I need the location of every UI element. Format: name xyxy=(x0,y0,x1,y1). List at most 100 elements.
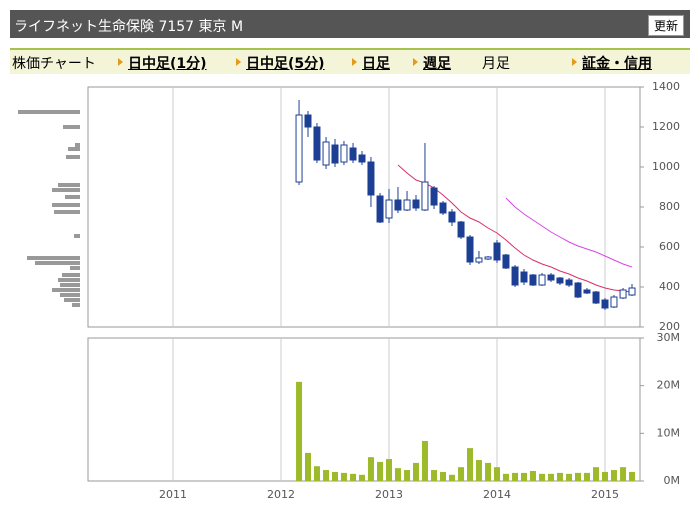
tab[interactable]: 日中足(5分) xyxy=(236,53,325,73)
volume-bar xyxy=(431,470,438,481)
candle-body xyxy=(493,242,501,261)
volume-bar xyxy=(323,470,330,481)
volume-bar xyxy=(610,470,617,481)
candle-body xyxy=(628,287,636,296)
volume-bar xyxy=(440,471,447,481)
refresh-button[interactable]: 更新 xyxy=(647,15,684,36)
tab[interactable]: 週足 xyxy=(413,53,451,73)
tab-current: 月足 xyxy=(482,56,510,72)
candle-body xyxy=(565,279,573,286)
tab[interactable]: 証金・信用 xyxy=(572,53,652,73)
y-tick-label: 400 xyxy=(659,280,680,293)
plot-frame xyxy=(87,337,641,482)
volume-bar xyxy=(475,460,482,481)
volume-bar xyxy=(386,459,393,481)
volume-bar xyxy=(367,457,374,481)
volume-bar xyxy=(548,473,555,481)
volume-by-price-bar xyxy=(72,303,80,307)
x-tick-label: 2011 xyxy=(159,488,187,501)
volume-bar xyxy=(467,448,474,481)
volume-bar xyxy=(394,468,401,481)
volume-by-price-bar xyxy=(66,155,80,159)
volume-by-price-bar xyxy=(68,147,80,151)
candle-body xyxy=(601,299,609,309)
y-tick-label: 20M xyxy=(657,379,681,392)
candle-body xyxy=(466,236,474,263)
candle-body xyxy=(385,199,393,219)
volume-bar xyxy=(512,472,519,481)
volume-bar xyxy=(448,474,455,481)
x-tick-label: 2012 xyxy=(267,488,295,501)
candle-body xyxy=(448,211,456,223)
tab-label: 株価チャート xyxy=(12,56,96,72)
plot-frame xyxy=(87,86,641,328)
volume-bar xyxy=(602,471,609,481)
volume-bar xyxy=(359,474,366,481)
volume-by-price-bar xyxy=(60,293,80,297)
candle-body xyxy=(376,195,384,223)
header-title: ライフネット生命保険 7157 東京 M xyxy=(14,19,244,35)
volume-bar xyxy=(593,467,600,481)
volume-by-price-bar xyxy=(54,210,80,214)
moving-average-line xyxy=(505,197,633,268)
candle-body xyxy=(475,257,483,263)
volume-bar xyxy=(485,462,492,481)
volume-bar xyxy=(377,461,384,481)
candle-body xyxy=(583,289,591,294)
x-tick-label: 2013 xyxy=(375,488,403,501)
candle-body xyxy=(547,274,555,281)
candle-body xyxy=(484,256,492,260)
candle-body xyxy=(340,144,348,163)
candle-body xyxy=(358,154,366,163)
y-tick-label: 30M xyxy=(657,331,681,344)
candle-body xyxy=(511,266,519,286)
volume-by-price-bar xyxy=(75,143,80,147)
y-tick-label: 200 xyxy=(659,320,680,333)
volume-by-price-bar xyxy=(70,266,80,270)
volume-by-price-bar xyxy=(52,203,80,207)
volume-bar xyxy=(556,472,563,481)
volume-by-price-bar xyxy=(27,256,80,260)
volume-by-price-bar xyxy=(62,273,80,277)
volume-bar xyxy=(502,473,509,481)
volume-bar xyxy=(575,472,582,481)
y-tick-label: 1000 xyxy=(652,160,680,173)
y-tick-label: 0M xyxy=(664,474,681,487)
tab[interactable]: 日足 xyxy=(352,53,390,73)
candle-body xyxy=(295,114,303,183)
candle-body xyxy=(529,274,537,286)
volume-bar xyxy=(620,467,627,481)
y-tick-label: 800 xyxy=(659,200,680,213)
volume-bar xyxy=(296,381,303,481)
candle-body xyxy=(412,199,420,209)
candle-body xyxy=(322,141,330,166)
volume-bar xyxy=(583,472,590,481)
volume-bar xyxy=(404,470,411,481)
volume-by-price-bar xyxy=(63,125,80,129)
volume-bar xyxy=(494,467,501,481)
volume-bar xyxy=(529,470,536,481)
candle-body xyxy=(304,114,312,128)
x-tick-label: 2014 xyxy=(483,488,511,501)
x-tick-label: 2015 xyxy=(591,488,619,501)
candle-body xyxy=(502,254,510,269)
candle-body xyxy=(367,161,375,196)
volume-by-price-bar xyxy=(58,183,80,187)
volume-by-price-bar xyxy=(64,298,80,302)
y-tick-label: 1200 xyxy=(652,120,680,133)
tab-bar: 株価チャート 日中足(1分) 日中足(5分) 日足 週足 月足 証金・信用 xyxy=(10,48,690,74)
volume-by-price-bar xyxy=(58,278,80,282)
candle-body xyxy=(394,199,402,211)
candle-body xyxy=(421,181,429,211)
volume-by-price-bar xyxy=(65,195,80,199)
volume-by-price-bar xyxy=(52,288,80,292)
volume-bar xyxy=(629,471,636,481)
tab[interactable]: 日中足(1分) xyxy=(118,53,207,73)
volume-bar xyxy=(313,466,320,481)
y-tick-label: 10M xyxy=(657,426,681,439)
volume-bar xyxy=(340,472,347,481)
y-tick-label: 1400 xyxy=(652,80,680,93)
volume-bar xyxy=(332,471,339,481)
volume-bar xyxy=(413,462,420,481)
